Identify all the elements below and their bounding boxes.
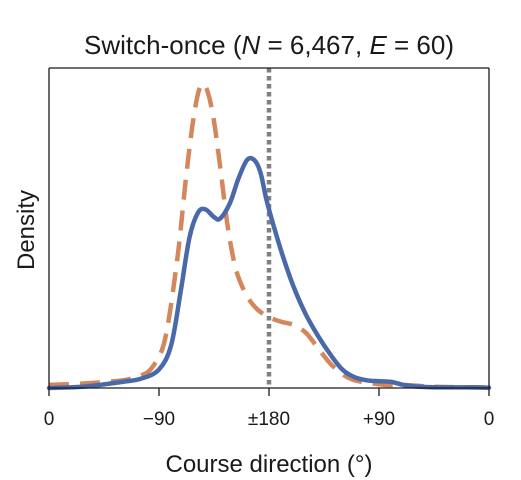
plot-area [46,68,492,391]
title-e-symbol: E [369,30,387,60]
y-axis-label: Density [13,190,40,270]
x-tick-label-4: 0 [484,409,495,430]
title-e-value: = 60) [387,30,454,60]
title-n-symbol: N [242,30,261,60]
x-tick-label-2: ±180 [248,409,290,430]
x-tick-label-3: +90 [363,409,395,430]
x-axis-label: Course direction (°) [166,451,373,478]
series-solid-line [46,155,492,391]
x-axis-ticks: 0 −90 ±180 +90 0 [44,388,495,430]
x-tick-label-1: −90 [143,409,175,430]
chart-title: Switch-once (N = 6,467, E = 60) [84,30,454,60]
title-n-value: = 6,467, [260,30,369,60]
title-prefix: Switch-once ( [84,30,242,60]
x-tick-label-0: 0 [44,409,55,430]
